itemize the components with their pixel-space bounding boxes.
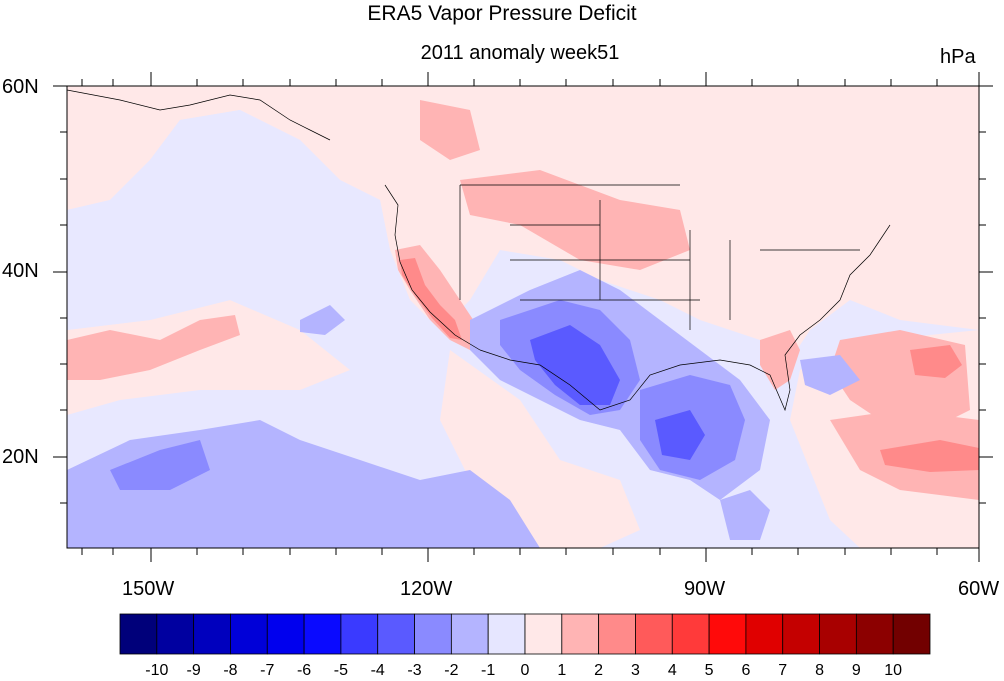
lat-label-20n: 20N	[2, 446, 39, 468]
colorbar-label: -5	[333, 662, 349, 679]
neg-anomaly-gulf-core	[655, 410, 705, 460]
pos-anomaly-central-pacific	[67, 300, 350, 415]
colorbar-label: 2	[594, 662, 604, 679]
colorbar-label: -4	[370, 662, 385, 679]
colorbar-swatch	[303, 613, 342, 655]
pos-anomaly-atlantic-core	[910, 345, 962, 378]
colorbar-label: 8	[815, 662, 824, 679]
colorbar-swatch	[119, 613, 158, 655]
colorbar-label: -10	[145, 662, 169, 679]
colorbar-swatch	[671, 613, 710, 655]
colorbar-label: -7	[260, 662, 275, 679]
colorbar-label: 4	[667, 662, 677, 679]
colorbar-label: 7	[778, 662, 788, 679]
colorbar-label: -2	[444, 662, 459, 679]
colorbar-swatch	[745, 613, 784, 655]
colorbar-swatch	[635, 613, 673, 655]
lat-label-60n: 60N	[2, 76, 39, 98]
colorbar-label: 1	[557, 662, 567, 679]
colorbar-label: 9	[851, 662, 861, 679]
lat-label-40n: 40N	[2, 260, 39, 282]
lon-label-150w: 150W	[122, 578, 175, 600]
colorbar-swatch	[819, 613, 857, 655]
colorbar-swatch	[450, 613, 489, 655]
colorbar-label: 6	[741, 662, 751, 679]
colorbar-swatch	[892, 613, 931, 655]
colorbar-swatch	[377, 613, 415, 655]
pos-anomaly-plains	[460, 170, 690, 270]
pos-anomaly-atlantic-peak	[880, 440, 979, 472]
colorbar-swatch	[340, 613, 379, 655]
colorbar-swatch	[230, 613, 268, 655]
colorbar-swatch	[414, 613, 452, 655]
colorbar-label: 5	[704, 662, 714, 679]
neg-anomaly-texas-core	[530, 325, 620, 405]
neg-anomaly-pacific-south	[110, 440, 210, 490]
neutral-east-pacific	[67, 110, 440, 380]
colorbar-swatch	[561, 613, 600, 655]
colorbar-label: 3	[631, 662, 640, 679]
lon-label-120w: 120W	[400, 578, 453, 600]
coastlines	[66, 89, 891, 412]
colorbar-swatch	[156, 613, 195, 655]
map-title: ERA5 Vapor Pressure Deficit	[367, 2, 637, 25]
pos-anomaly-canada	[420, 100, 480, 160]
map-subtitle: 2011 anomaly week51	[420, 42, 620, 64]
neg-anomaly-caribbean	[720, 490, 770, 540]
state-boundaries	[459, 184, 860, 330]
colorbar-swatch	[524, 613, 563, 655]
colorbar-swatch	[782, 613, 820, 655]
colorbar-swatch	[266, 613, 305, 655]
lon-label-60w: 60W	[958, 578, 1000, 600]
colorbar-label: -6	[296, 662, 312, 679]
colorbar-label: 10	[884, 662, 903, 679]
units-label: hPa	[940, 46, 976, 68]
colorbar-label: -8	[223, 662, 238, 679]
colorbar	[119, 613, 931, 655]
pos-anomaly-pacific-west	[67, 315, 240, 380]
us-south-east-coastline	[479, 224, 891, 412]
alaska-coastline	[66, 89, 331, 141]
neg-anomaly-atlantic-west	[800, 355, 860, 395]
colorbar-label: -3	[407, 662, 422, 679]
colorbar-swatch	[193, 613, 231, 655]
colorbar-label: -9	[186, 662, 201, 679]
colorbar-swatch	[487, 613, 526, 655]
pos-anomaly-california-peak	[400, 258, 462, 340]
map-frame	[66, 85, 980, 549]
colorbar-label: -1	[481, 662, 496, 679]
us-west-coastline	[384, 184, 481, 351]
colorbar-swatch	[598, 613, 636, 655]
lon-label-90w: 90W	[684, 578, 726, 600]
axis-ticks	[53, 72, 993, 562]
colorbar-swatch	[855, 613, 894, 655]
anomaly-field	[67, 86, 979, 548]
colorbar-swatch	[708, 613, 747, 655]
colorbar-label: 0	[520, 662, 530, 679]
neg-anomaly-pacific-patch	[300, 305, 345, 335]
